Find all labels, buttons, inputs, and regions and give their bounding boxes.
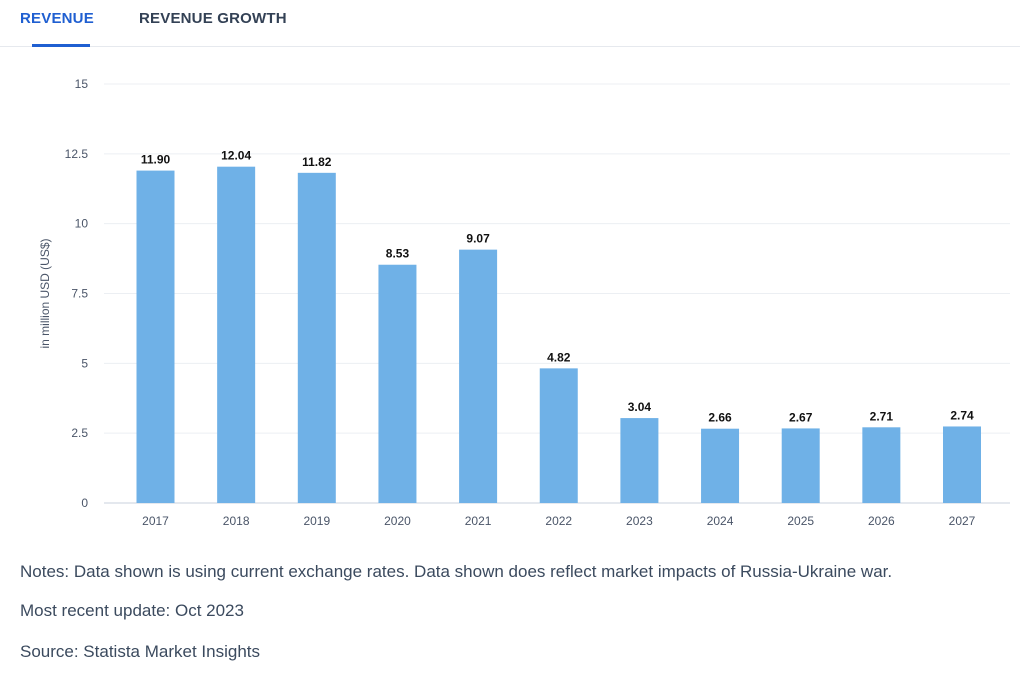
bar <box>378 264 417 503</box>
bar <box>943 426 981 503</box>
bar <box>217 166 256 503</box>
data-label: 2.67 <box>789 410 813 424</box>
data-label: 2.71 <box>870 409 894 423</box>
y-tick-label: 0 <box>81 496 88 510</box>
x-tick-label: 2026 <box>868 514 895 528</box>
y-tick-label: 7.5 <box>71 287 88 301</box>
tab-revenue[interactable]: REVENUE <box>20 10 94 47</box>
x-tick-label: 2018 <box>223 514 250 528</box>
bar <box>459 249 498 503</box>
bar <box>620 418 659 503</box>
bar <box>297 172 336 503</box>
data-label: 12.04 <box>221 149 251 163</box>
bar <box>539 368 578 503</box>
x-tick-label: 2023 <box>626 514 653 528</box>
data-label: 3.04 <box>628 400 652 414</box>
bar <box>781 428 820 503</box>
data-label: 2.66 <box>708 411 732 425</box>
data-label: 4.82 <box>547 350 571 364</box>
tab-bar: REVENUE REVENUE GROWTH <box>0 0 1020 47</box>
update-text: Most recent update: Oct 2023 <box>20 601 244 620</box>
x-tick-label: 2027 <box>949 514 976 528</box>
data-label: 8.53 <box>386 247 410 261</box>
bar <box>862 427 901 503</box>
y-tick-label: 10 <box>75 217 89 231</box>
x-tick-label: 2021 <box>465 514 492 528</box>
x-tick-label: 2019 <box>303 514 330 528</box>
tab-revenue-growth[interactable]: REVENUE GROWTH <box>139 10 287 27</box>
bar <box>136 170 175 503</box>
x-tick-label: 2024 <box>707 514 734 528</box>
x-tick-label: 2020 <box>384 514 411 528</box>
y-tick-label: 12.5 <box>65 147 89 161</box>
data-label: 11.82 <box>302 155 332 169</box>
x-tick-label: 2022 <box>545 514 572 528</box>
y-tick-label: 2.5 <box>71 426 88 440</box>
data-label: 9.07 <box>466 232 490 246</box>
data-label: 2.74 <box>950 408 974 422</box>
y-tick-label: 5 <box>81 356 88 370</box>
data-label: 11.90 <box>141 153 171 167</box>
bar <box>701 428 740 503</box>
revenue-bar-chart: 0 2.5 5 7.5 10 12.5 15 in million USD (US$) 11.9… <box>38 77 1010 528</box>
y-tick-label: 15 <box>75 77 89 91</box>
notes-text: Notes: Data shown is using current excha… <box>20 562 893 581</box>
x-tick-label: 2017 <box>142 514 169 528</box>
y-axis-label: in million USD (US$) <box>38 238 52 348</box>
source-text: Source: Statista Market Insights <box>20 642 260 661</box>
x-tick-label: 2025 <box>787 514 814 528</box>
